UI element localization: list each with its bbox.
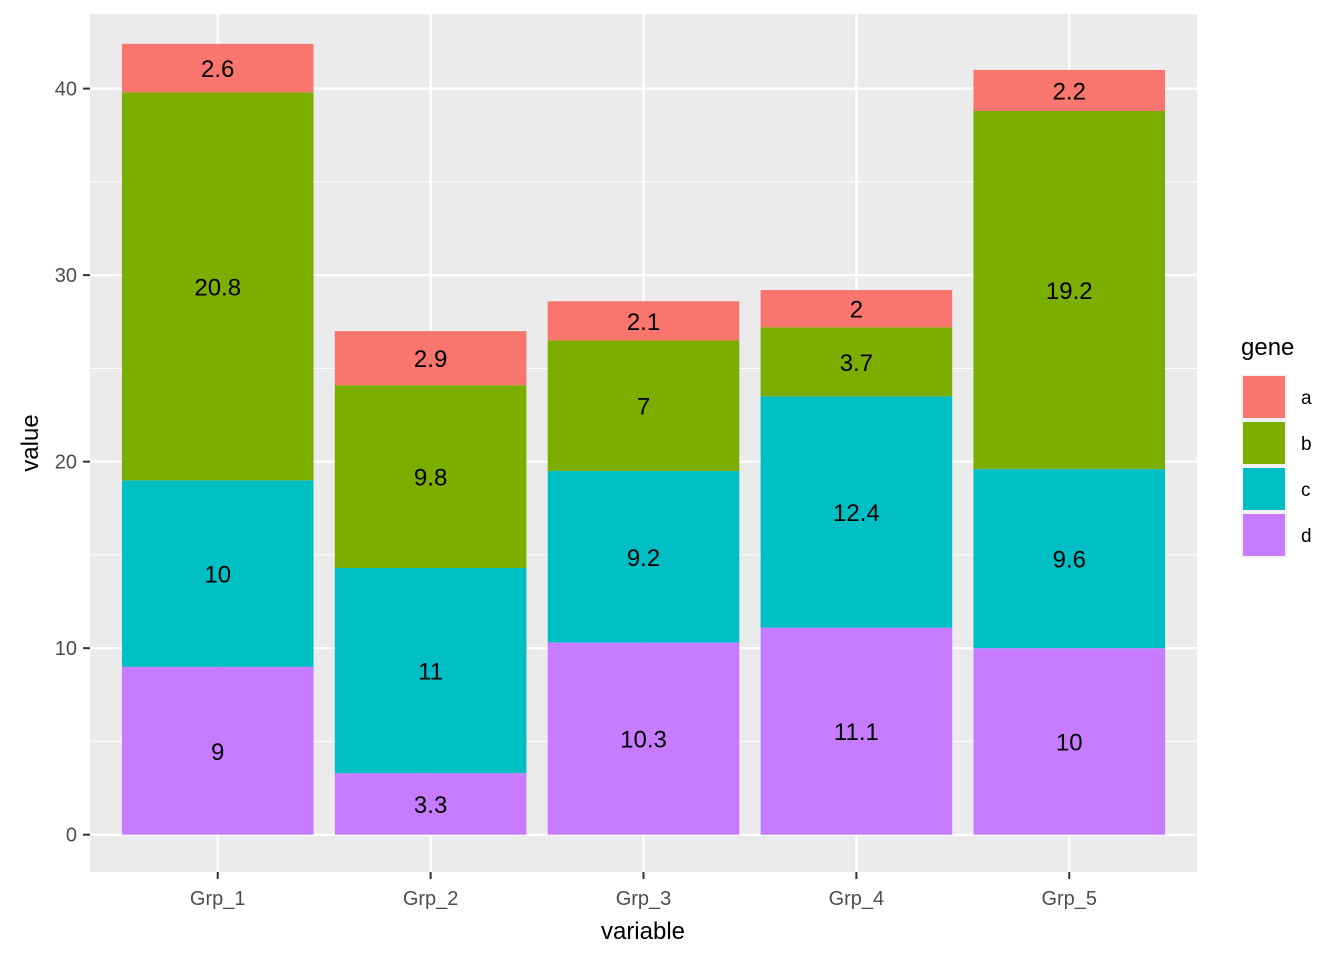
data-label: 10.3 [620,727,667,754]
bar-segment-a [334,331,527,386]
legend-key-a [1243,376,1285,418]
legend-label: a [1301,388,1312,409]
bar-segment-d [760,627,953,835]
legend-key-b [1243,422,1285,464]
bar-segment-d [121,666,314,835]
data-label: 2.9 [414,346,447,373]
bar-segment-b [121,92,314,481]
data-label: 2 [850,297,863,324]
data-label: 3.7 [840,350,873,377]
x-tick-label: Grp_4 [829,888,885,910]
legend-key-c [1243,468,1285,510]
x-tick-label: Grp_1 [190,888,246,910]
y-tick-label: 0 [66,825,77,847]
bar-segment-c [973,469,1166,649]
bar-segment-c [334,567,527,774]
data-label: 2.2 [1053,78,1086,105]
data-label: 20.8 [194,274,241,301]
axes: 0 10 20 30 40 Grp_1 Grp_2 Grp_3 Grp_4 Grp_5 [55,79,1097,910]
x-tick-label: Grp_5 [1041,888,1097,910]
bar-segment-d [334,773,527,835]
bar-segment-d [547,642,740,835]
y-tick-label: 20 [55,452,77,474]
bar-segment-b [973,110,1166,470]
legend-label: c [1301,480,1311,501]
y-tick-label: 10 [55,638,77,660]
bar-segment-b [334,385,527,568]
data-label: 10 [204,562,231,589]
bar-segment-a [547,301,740,341]
y-tick-label: 30 [55,265,77,287]
bar-segment-d [973,648,1166,835]
y-axis-title: value [17,414,44,471]
data-label: 11.1 [834,719,879,746]
bar-segment-b [760,327,953,397]
bars [121,43,1166,835]
data-label: 9 [211,739,224,766]
data-label: 19.2 [1046,278,1093,305]
data-label: 7 [637,394,650,421]
legend-label: b [1301,434,1312,455]
x-tick-label: Grp_2 [403,888,459,910]
bar-segment-a [121,43,314,93]
data-label: 9.8 [414,465,447,492]
bar-labels: 9 10 20.8 2.6 3.3 11 9.8 2.9 10.3 9.2 7 2.1 11.1 12.4… [194,56,1092,819]
x-tick-label: Grp_3 [616,888,672,910]
y-tick-label: 40 [55,79,77,101]
legend-label: d [1301,526,1312,547]
bar-segment-c [547,470,740,643]
x-axis-title: variable [601,918,685,945]
bar-segment-b [547,340,740,471]
legend-key-d [1243,514,1285,556]
data-label: 9.2 [627,545,660,572]
data-label: 12.4 [833,500,880,527]
data-label: 11 [418,659,443,686]
bar-segment-a [760,290,953,328]
bar-segment-a [973,69,1166,111]
data-label: 2.6 [201,56,234,83]
data-label: 2.1 [627,309,660,336]
bar-segment-c [121,480,314,667]
data-label: 9.6 [1053,547,1086,574]
bar-segment-c [760,396,953,628]
data-label: 3.3 [414,792,447,819]
data-label: 10 [1056,729,1083,756]
legend: gene a b c d [1241,334,1312,558]
legend-title: gene [1241,334,1294,361]
